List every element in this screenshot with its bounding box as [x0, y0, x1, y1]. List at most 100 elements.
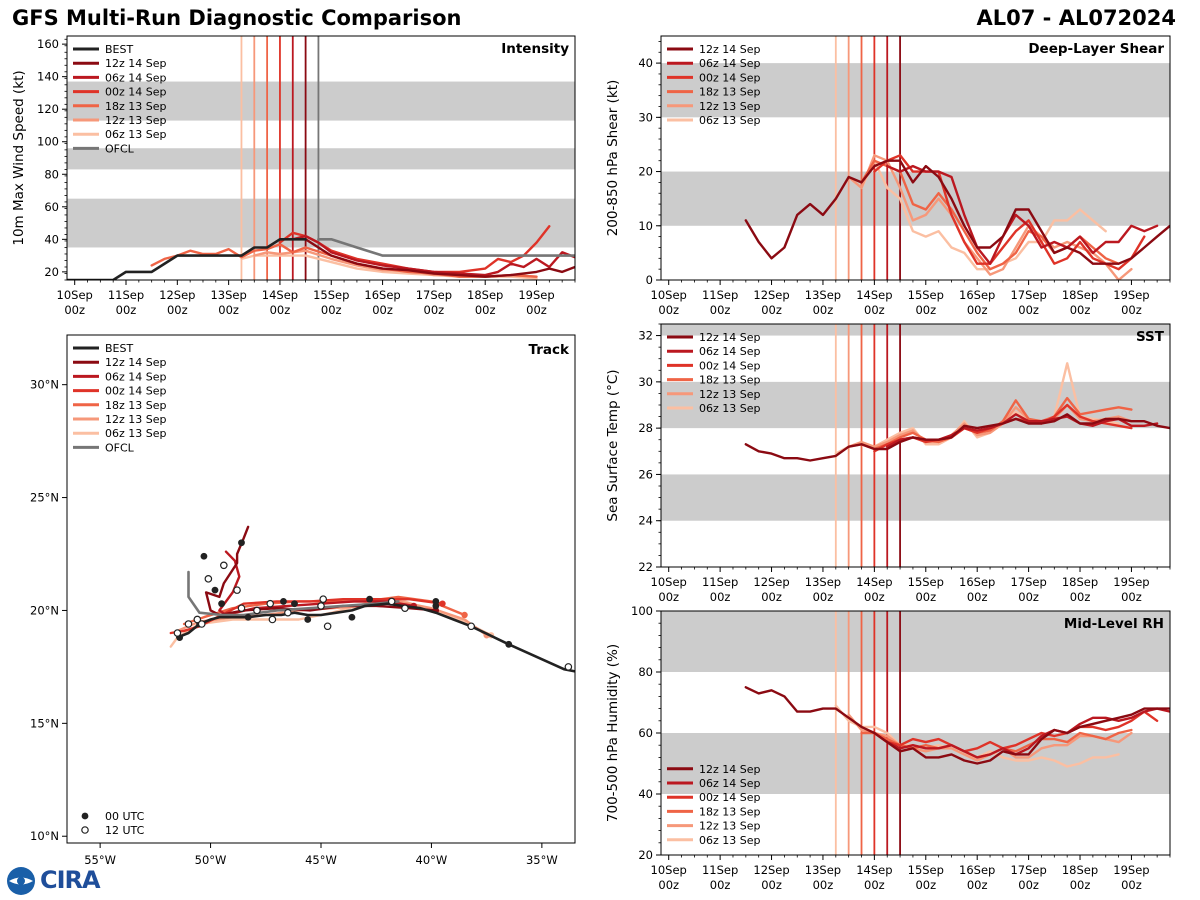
panel-track: 55°W 50°W 45°W 40°W 35°W 10°N 15°N 20°N 25°N 30°N… [30, 334, 576, 867]
panel-title: SST [1136, 329, 1165, 345]
shaded-band [661, 63, 1170, 118]
x-tick-label-day: 12Sep [159, 288, 195, 302]
y-tick-label: 26 [638, 467, 653, 481]
x-tick-label-hour: 00z [270, 303, 291, 317]
x-tick-label-day: 16Sep [959, 288, 995, 302]
x-tick-label-day: 13Sep [805, 575, 841, 589]
shaded-band [661, 474, 1170, 521]
best-marker-12utc [317, 602, 325, 610]
best-marker-12utc [184, 620, 193, 628]
x-tick-label-hour: 00z [372, 303, 393, 317]
x-tick-label-day: 15Sep [908, 863, 944, 877]
x-tick-label-day: 11Sep [702, 575, 738, 589]
legend-label: 18z 13 Sep [699, 374, 761, 387]
x-tick-label-day: 10Sep [651, 863, 687, 877]
y-tick-label: 32 [638, 329, 653, 343]
best-marker-00utc [280, 598, 287, 605]
y-tick-label: 80 [638, 665, 653, 679]
plot-area-intensity [67, 36, 575, 280]
x-tick-label-hour: 00z [813, 303, 834, 317]
x-tick-label-day: 15Sep [908, 288, 944, 302]
x-tick-label-day: 16Sep [364, 288, 400, 302]
x-tick-label-day: 15Sep [908, 575, 944, 589]
x-tick-label-hour: 00z [116, 303, 137, 317]
best-marker-12utc [220, 561, 228, 570]
cira-logo-text: CIRA [40, 866, 101, 894]
plot-area-shear [661, 36, 1170, 280]
x-tick-label-day: 10Sep [57, 288, 93, 302]
legend-label: 18z 13 Sep [699, 86, 761, 99]
x-tick-label-hour: 00z [1018, 590, 1039, 604]
x-tick-label-hour: 00z [967, 303, 988, 317]
x-tick-label-hour: 00z [915, 590, 936, 604]
best-marker-12utc [266, 599, 275, 608]
x-tick-label-day: 15Sep [313, 288, 349, 302]
legend-label: 12z 14 Sep [105, 57, 167, 70]
series-line-0 [744, 413, 1170, 462]
x-tick-label-day: 17Sep [1010, 863, 1046, 877]
x-tick-label-hour: 00z [813, 878, 834, 892]
x-tick-label-hour: 00z [1121, 590, 1142, 604]
legend-label: 18z 13 Sep [105, 399, 167, 412]
x-tick-label-hour: 00z [864, 878, 885, 892]
series-line-5 [834, 159, 1107, 271]
x-tick-label-day: 18Sep [1062, 863, 1098, 877]
legend-label: 12z 13 Sep [105, 413, 167, 426]
series-line-5 [834, 362, 1120, 455]
best-marker-00utc [238, 539, 245, 547]
legend-label: 12z 14 Sep [699, 331, 761, 344]
x-tick-label-day: 18Sep [1062, 288, 1098, 302]
best-marker-12utc [467, 622, 475, 631]
x-tick-label-hour: 00z [1018, 303, 1039, 317]
track-start-dot [461, 611, 468, 619]
best-track-line [176, 602, 575, 673]
y-tick-label: 0 [646, 273, 653, 287]
x-tick-label-day: 12Sep [753, 288, 789, 302]
x-tick-label-hour: 00z [967, 590, 988, 604]
y-tick-label: 20 [638, 165, 653, 179]
x-tick-label: 35°W [526, 853, 558, 867]
x-tick-label-day: 17Sep [416, 288, 452, 302]
best-marker-00utc [366, 595, 373, 603]
x-tick-label-hour: 00z [1070, 878, 1091, 892]
plot-area-track [169, 525, 575, 673]
legend-label: 06z 13 Sep [105, 427, 167, 440]
x-tick-label-day: 11Sep [108, 288, 144, 302]
panel-intensity: 2040608010012014016010Sep00z11Sep00z12Se… [11, 35, 576, 317]
x-tick-label-day: 13Sep [210, 288, 246, 302]
shaded-band [661, 324, 1170, 336]
shaded-band [67, 81, 575, 121]
y-tick-label: 15°N [30, 716, 59, 730]
legend-label: 12z 14 Sep [699, 43, 761, 56]
best-marker-00utc [432, 598, 440, 605]
x-tick-label-day: 17Sep [1010, 288, 1046, 302]
legend-label: 12z 13 Sep [699, 820, 761, 833]
panel-rh: 2040608010010Sep00z11Sep00z12Sep00z13Sep… [605, 604, 1171, 892]
legend-label: 06z 14 Sep [699, 345, 761, 358]
y-tick-label: 140 [37, 70, 59, 84]
best-marker-00utc [291, 600, 298, 608]
shaded-band [661, 733, 1170, 794]
legend-label: 06z 14 Sep [699, 777, 761, 790]
y-tick-label: 80 [44, 167, 59, 181]
y-tick-label: 10 [638, 219, 653, 233]
x-tick-label-hour: 00z [761, 590, 782, 604]
legend-label: 06z 14 Sep [105, 370, 167, 383]
x-tick-label-day: 13Sep [805, 288, 841, 302]
axes-frame [66, 35, 576, 281]
legend-label: 00 UTC [105, 810, 145, 823]
x-tick-label-day: 14Sep [856, 288, 892, 302]
x-tick-label-day: 19Sep [1113, 863, 1149, 877]
legend-label: OFCL [105, 441, 135, 454]
x-tick-label-day: 10Sep [651, 288, 687, 302]
best-marker-12utc [268, 615, 277, 624]
legend-label: 12z 14 Sep [699, 763, 761, 776]
y-tick-label: 20 [638, 848, 653, 862]
y-tick-label: 60 [638, 726, 653, 740]
axes-frame [660, 35, 1171, 281]
legend-label: 00z 14 Sep [699, 359, 761, 372]
x-tick-label-day: 19Sep [518, 288, 554, 302]
x-tick-label-hour: 00z [321, 303, 342, 317]
best-marker-12utc [401, 604, 409, 612]
